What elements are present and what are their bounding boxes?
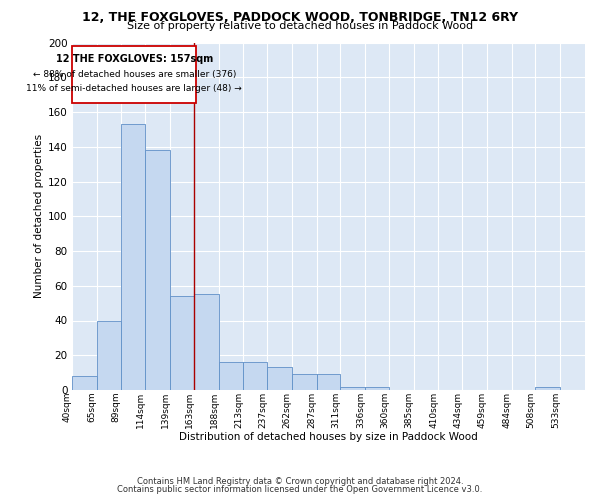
- Y-axis label: Number of detached properties: Number of detached properties: [34, 134, 44, 298]
- X-axis label: Distribution of detached houses by size in Paddock Wood: Distribution of detached houses by size …: [179, 432, 478, 442]
- Bar: [267, 368, 292, 390]
- Bar: [72, 376, 97, 390]
- Text: Contains HM Land Registry data © Crown copyright and database right 2024.: Contains HM Land Registry data © Crown c…: [137, 477, 463, 486]
- Bar: [170, 296, 194, 390]
- Text: ← 88% of detached houses are smaller (376): ← 88% of detached houses are smaller (37…: [32, 70, 236, 78]
- Text: 12, THE FOXGLOVES, PADDOCK WOOD, TONBRIDGE, TN12 6RY: 12, THE FOXGLOVES, PADDOCK WOOD, TONBRID…: [82, 11, 518, 24]
- Bar: [194, 294, 218, 390]
- Text: Size of property relative to detached houses in Paddock Wood: Size of property relative to detached ho…: [127, 21, 473, 31]
- Text: 12 THE FOXGLOVES: 157sqm: 12 THE FOXGLOVES: 157sqm: [56, 54, 213, 64]
- Bar: [97, 320, 121, 390]
- Bar: [317, 374, 340, 390]
- Bar: [145, 150, 170, 390]
- Bar: [244, 362, 267, 390]
- Bar: [365, 386, 389, 390]
- Text: 11% of semi-detached houses are larger (48) →: 11% of semi-detached houses are larger (…: [26, 84, 242, 93]
- Bar: [218, 362, 244, 390]
- FancyBboxPatch shape: [72, 46, 196, 104]
- Bar: [292, 374, 317, 390]
- Text: Contains public sector information licensed under the Open Government Licence v3: Contains public sector information licen…: [118, 485, 482, 494]
- Bar: [340, 386, 365, 390]
- Bar: [121, 124, 145, 390]
- Bar: [535, 386, 560, 390]
